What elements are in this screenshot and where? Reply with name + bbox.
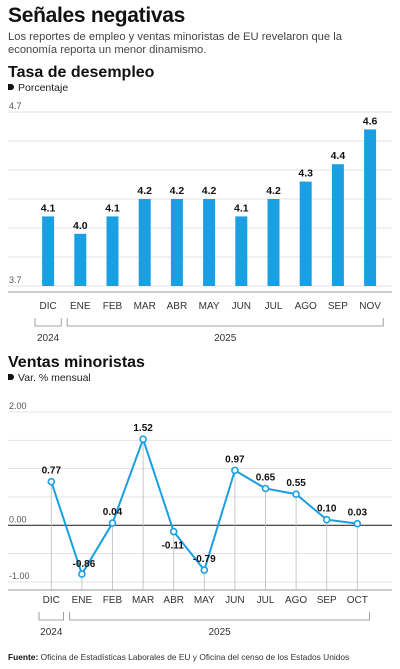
bar [364,129,377,286]
point-value-label: 0.10 [317,504,337,515]
y-tick-label: 4.7 [9,101,22,111]
y-tick-label: 0.00 [9,514,27,524]
point-value-label: -0.11 [162,541,185,552]
x-tick-label: MAY [199,301,220,312]
x-tick-label: ENE [70,301,91,312]
data-point [169,527,178,536]
retail-title: Ventas minoristas [8,354,145,371]
data-point [231,466,239,475]
bar-value-label: 4.2 [137,185,152,197]
year-label: 2025 [208,627,231,638]
point-value-label: 0.97 [225,454,245,465]
data-point [322,515,331,524]
bar [203,199,216,286]
source-label: Fuente: [8,652,39,662]
year-bracket [66,318,384,327]
point-value-label: 0.77 [42,466,62,477]
bar-value-label: 4.2 [266,185,281,197]
bar [331,164,344,286]
data-point [200,566,209,574]
x-tick-label: AGO [285,595,307,606]
data-point [47,477,56,486]
data-point [108,519,117,527]
retail-unit-label: Var. % mensual [18,372,91,384]
x-tick-label: JUN [232,301,251,312]
point-value-label: -0.86 [73,559,96,570]
year-label: 2025 [214,333,237,344]
x-tick-label: OCT [347,595,368,606]
unemployment-title: Tasa de desempleo [8,64,155,81]
bar-value-label: 4.1 [234,202,249,214]
unemployment-unit-label: Porcentaje [18,82,69,94]
x-tick-label: AGO [295,301,317,312]
data-point [139,435,147,444]
bar-value-label: 4.2 [202,185,217,197]
x-tick-label: JUL [257,595,275,606]
retail-unit: Var. % mensual [8,372,91,384]
x-tick-label: MAR [132,595,154,606]
point-value-label: 0.55 [286,478,306,489]
x-tick-label: DIC [43,595,60,606]
y-tick-label: 3.7 [9,275,22,285]
unemployment-bar-chart: 4.7 3.7 4.1 4.0 4.1 4.2 4.2 4.2 4.1 4.2 4.3 4.4 4.6 D… [8,101,392,344]
data-point [353,519,362,528]
year-label: 2024 [37,333,60,344]
data-point [78,570,86,578]
year-bracket [69,612,370,621]
bar [299,181,312,286]
bar-value-label: 4.1 [41,202,56,214]
point-value-label: 1.52 [133,423,153,434]
bar [267,199,280,286]
x-tick-label: ABR [167,301,188,312]
page-title: Señales negativas [8,4,185,27]
bar [74,233,87,286]
x-tick-label: ENE [72,595,93,606]
x-tick-label: JUN [225,595,244,606]
x-tick-label: SEP [328,301,348,312]
unit-marker-icon [8,84,14,91]
y-tick-label: 2.00 [9,401,27,411]
bar [235,216,248,286]
bar-value-label: 4.0 [73,220,88,232]
bar-value-label: 4.4 [331,150,346,162]
point-value-label: 0.65 [256,473,276,484]
x-tick-label: NOV [359,301,381,312]
bar [170,199,183,286]
point-value-label: 0.03 [348,508,368,519]
bar-value-label: 4.3 [298,168,313,180]
x-tick-label: MAY [194,595,215,606]
bar [106,216,119,286]
bar-value-label: 4.6 [363,115,378,127]
source-note: Fuente: Oficina de Estadísticas Laborale… [8,652,349,662]
year-bracket [38,612,64,621]
x-tick-label: DIC [39,301,56,312]
bar-value-label: 4.1 [105,202,120,214]
year-label: 2024 [40,627,63,638]
x-tick-label: SEP [317,595,337,606]
point-value-label: 0.04 [103,507,123,518]
x-tick-label: ABR [163,595,184,606]
year-bracket [34,318,62,327]
y-tick-label: -1.00 [9,571,30,581]
x-tick-label: FEB [103,595,123,606]
page-subtitle: Los reportes de empleo y ventas minorist… [8,31,342,56]
bar [138,199,151,286]
unemployment-unit: Porcentaje [8,82,68,94]
bar [42,216,55,286]
source-text: Oficina de Estadísticas Laborales de EU … [40,652,350,662]
unit-marker-icon [8,374,14,381]
x-tick-label: FEB [103,301,123,312]
point-value-label: -0.79 [193,554,216,565]
retail-line-chart: 2.00 0.00 -1.00 0.77 -0.86 0.04 1.52 -0.11 -0.79… [8,401,392,638]
x-tick-label: JUL [265,301,283,312]
bar-value-label: 4.2 [170,185,185,197]
data-point [292,490,300,498]
data-point [261,484,270,493]
x-tick-label: MAR [134,301,156,312]
